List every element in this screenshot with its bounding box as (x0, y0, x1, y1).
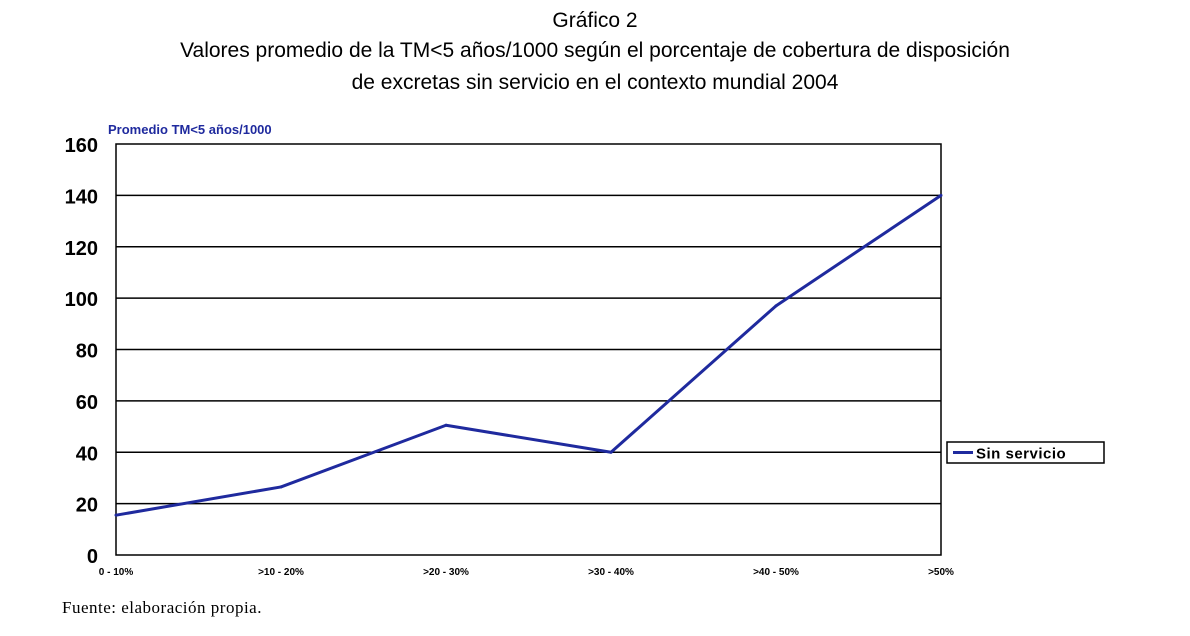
y-tick-label: 20 (76, 495, 98, 517)
chart-title-line2: de excretas sin servicio en el contexto … (351, 71, 839, 94)
data-point (279, 485, 283, 489)
x-tick-label: >30 - 40% (588, 567, 634, 578)
legend-box (946, 441, 1105, 464)
data-point (774, 304, 778, 308)
y-tick-label: 140 (65, 186, 98, 208)
data-point (939, 193, 943, 197)
series-line-1 (115, 194, 942, 517)
y-tick-label: 40 (76, 443, 98, 465)
source-note: Fuente: elaboración propia. (62, 598, 262, 617)
x-tick-label: 0 - 10% (99, 567, 134, 578)
y-axis-label: Promedio TM<5 años/1000 (108, 122, 272, 137)
data-point (114, 513, 118, 517)
y-tick-label: 0 (87, 546, 98, 568)
figure-label: Gráfico 2 (552, 9, 638, 32)
x-tick-label: >10 - 20% (258, 567, 304, 578)
y-tick-label: 120 (65, 238, 98, 260)
legend-label: Sin servicio (976, 446, 1066, 463)
chart-title-line1: Valores promedio de la TM<5 años/1000 se… (180, 39, 1010, 62)
data-point (609, 450, 613, 454)
data-point (444, 423, 448, 427)
x-tick-label: >20 - 30% (423, 567, 469, 578)
x-tick-label: >50% (928, 567, 954, 578)
x-tick-label: >40 - 50% (753, 567, 799, 578)
y-tick-label: 160 (65, 135, 98, 157)
y-tick-label: 60 (76, 392, 98, 414)
y-tick-label: 80 (76, 341, 98, 363)
y-tick-label: 100 (65, 289, 98, 311)
